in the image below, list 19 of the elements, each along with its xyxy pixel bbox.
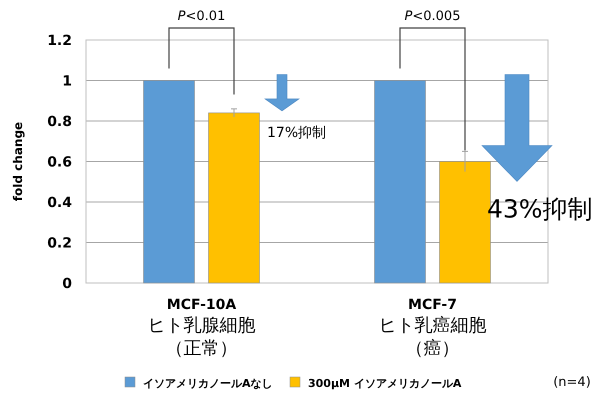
y-tick-label: 0.6 <box>47 154 72 170</box>
legend-label: 300µM イソアメリカノールA <box>308 377 462 390</box>
y-tick-label: 1.2 <box>47 33 72 49</box>
y-tick-label: 0.8 <box>47 114 72 130</box>
y-tick-label: 0.4 <box>47 195 72 211</box>
x-tick-label: MCF-7 ヒト乳癌細胞（癌） <box>378 296 488 360</box>
y-tick-label: 0 <box>62 276 72 292</box>
text: P<0.005 <box>404 9 460 24</box>
y-axis-title: fold change <box>11 122 25 202</box>
y-tick-label: 1 <box>62 74 72 90</box>
text: P<0.01 <box>178 9 226 24</box>
x-tick-label: MCF-10A ヒト乳腺細胞（正常） <box>146 296 256 360</box>
legend-label: イソアメリカノールAなし <box>143 377 273 390</box>
text: (n=4) <box>553 375 591 390</box>
annotation: 17%抑制 <box>267 124 326 141</box>
bar <box>143 80 195 284</box>
bar <box>208 112 260 284</box>
y-tick-label: 0.2 <box>47 236 72 252</box>
bar <box>374 80 426 284</box>
